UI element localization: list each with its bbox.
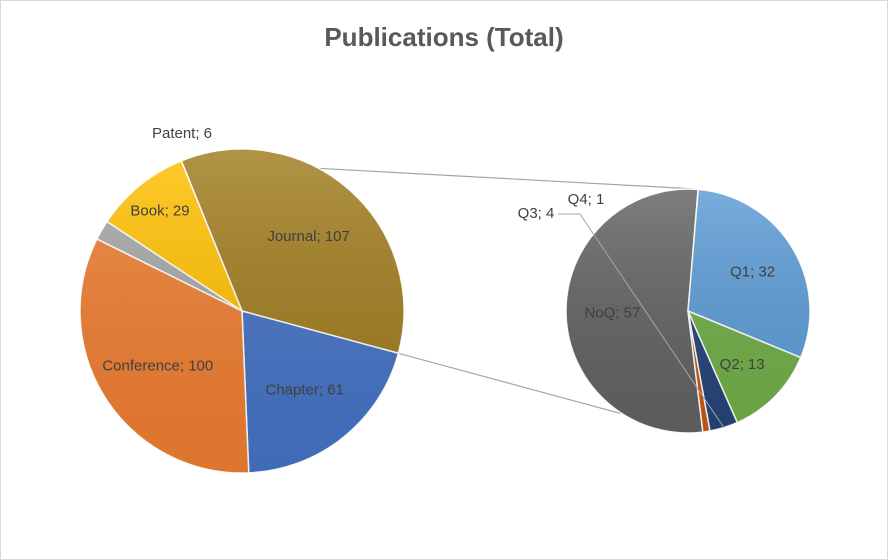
main-label-book: Book; 29: [130, 203, 189, 220]
breakout-label-q1: Q1; 32: [730, 264, 775, 281]
breakout-label-q3: Q3; 4: [518, 205, 555, 222]
main-label-chapter: Chapter; 61: [266, 382, 344, 399]
breakout-leader-q3: [558, 213, 725, 428]
main-label-patent: Patent; 6: [152, 125, 212, 142]
main-label-conference: Conference; 100: [102, 358, 213, 375]
breakout-label-q4: Q4; 1: [568, 191, 605, 208]
breakout-label-noq: NoQ; 57: [584, 305, 640, 322]
chart-title: Publications (Total): [324, 22, 564, 52]
main-label-journal: Journal; 107: [267, 228, 350, 245]
breakout-label-q2: Q2; 13: [720, 356, 765, 373]
